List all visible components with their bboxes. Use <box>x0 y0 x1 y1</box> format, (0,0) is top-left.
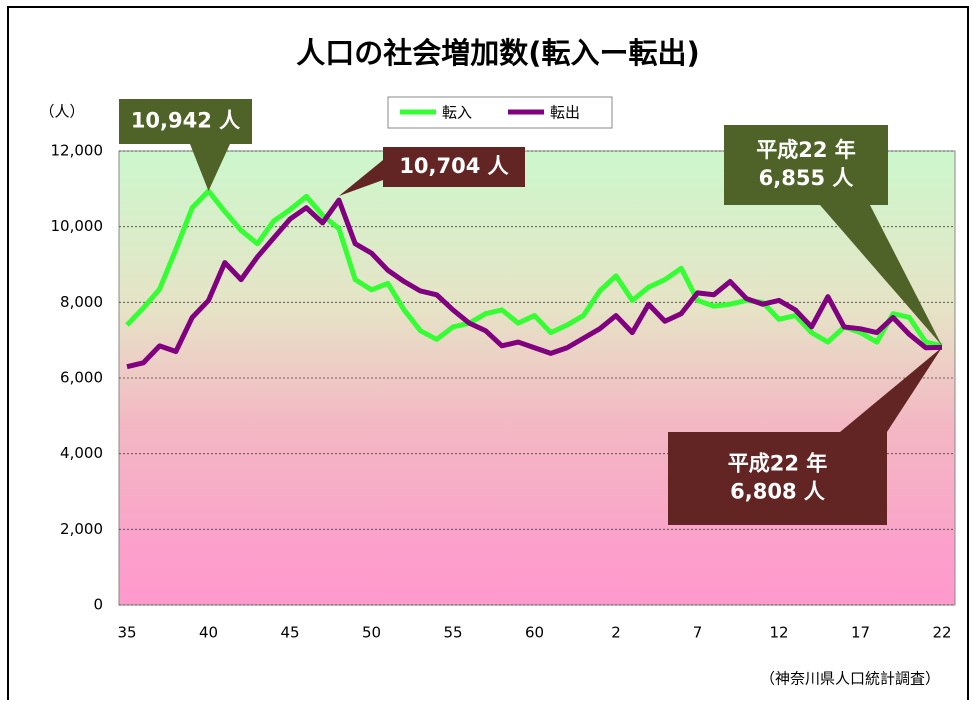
y-tick-label: 12,000 <box>51 142 104 160</box>
x-tick-label: 12 <box>769 624 788 642</box>
x-tick-label: 2 <box>611 624 621 642</box>
series-line <box>125 188 943 349</box>
callout-box <box>383 147 525 187</box>
callout-pointer <box>338 160 383 197</box>
callout-box <box>724 125 888 205</box>
callout-pointer <box>820 205 942 346</box>
x-tick-label: 7 <box>693 624 703 642</box>
y-tick-label: 6,000 <box>60 369 103 387</box>
chart-title: 人口の社会増加数(転入ー転出) <box>296 36 700 70</box>
y-tick-label: 0 <box>93 596 103 614</box>
x-tick-label: 22 <box>932 624 951 642</box>
x-tick-label: 55 <box>443 624 462 642</box>
x-tick-label: 50 <box>362 624 381 642</box>
callout-box <box>119 99 252 144</box>
y-axis-label: （人） <box>39 103 84 121</box>
callout-text: 6,808 人 <box>730 480 825 504</box>
legend-label: 転入 <box>442 104 472 122</box>
x-tick-label: 45 <box>280 624 299 642</box>
frame <box>7 6 969 700</box>
legend-label: 転出 <box>550 104 580 122</box>
callout-pointer <box>840 347 942 432</box>
y-tick-label: 2,000 <box>60 520 103 538</box>
y-tick-label: 8,000 <box>60 293 103 311</box>
y-tick-label: 4,000 <box>60 444 103 462</box>
y-tick-label: 10,000 <box>51 217 104 235</box>
callout-box <box>668 432 887 525</box>
x-tick-label: 60 <box>525 624 544 642</box>
series-line <box>126 197 943 370</box>
callout-pointer <box>190 144 230 192</box>
callout-text: 平成22 年 <box>728 452 828 476</box>
callout-text: 10,704 人 <box>399 154 508 178</box>
x-tick-label: 40 <box>199 624 218 642</box>
x-tick-label: 35 <box>117 624 136 642</box>
callout-text: 6,855 人 <box>759 166 854 190</box>
x-tick-label: 17 <box>851 624 870 642</box>
callout-text: 平成22 年 <box>756 138 856 162</box>
source: （神奈川県人口統計調査） <box>760 670 940 688</box>
callout-text: 10,942 人 <box>131 109 240 133</box>
